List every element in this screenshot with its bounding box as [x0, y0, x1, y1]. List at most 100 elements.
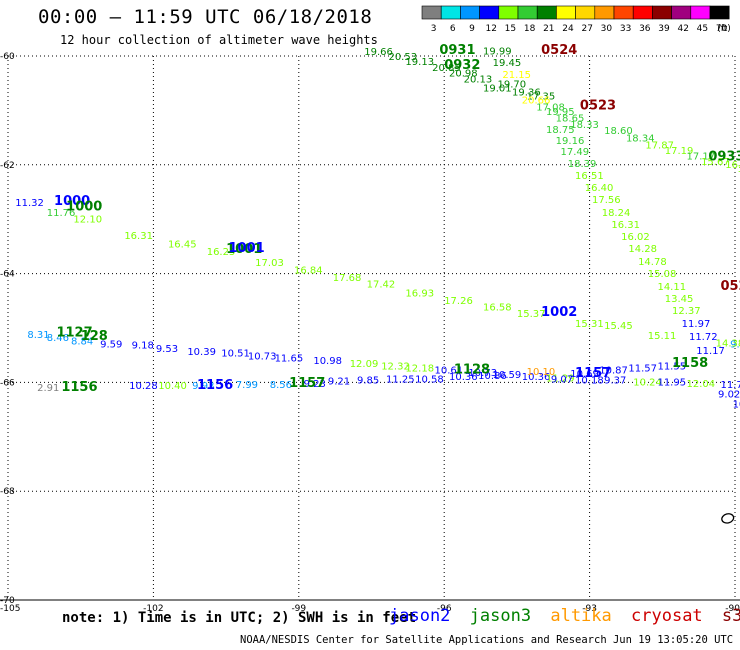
swh-value: 17.56 — [592, 195, 621, 206]
y-tick-label: -70 — [0, 596, 15, 606]
time-label: 1001 — [229, 241, 265, 256]
swh-value: 10.87 — [599, 366, 628, 377]
x-tick-label: -96 — [437, 604, 452, 614]
colorbar-cell — [440, 5, 461, 20]
time-label: 1127 — [56, 326, 92, 341]
swh-value: 10.40 — [158, 381, 187, 392]
swh-value: 18.34 — [626, 133, 655, 144]
time-label: 0522 — [720, 279, 740, 294]
colorbar-cell — [575, 5, 596, 20]
swh-value: 21.15 — [502, 70, 531, 81]
swh-value: 10.86 — [478, 371, 507, 382]
y-tick-label: -66 — [0, 378, 15, 388]
swh-value: 10.73 — [248, 352, 277, 363]
time-label: 1156 — [61, 380, 97, 395]
swh-value: 11.72 — [689, 332, 718, 343]
swh-value: 17.19 — [665, 146, 694, 157]
swh-value: 11.65 — [275, 354, 304, 365]
swh-value: 11.17 — [696, 346, 725, 357]
swh-value: 9.23 — [304, 379, 326, 390]
swh-value: 15.08 — [648, 269, 677, 280]
swh-value: 8.84 — [71, 336, 93, 347]
swh-value: 17.49 — [561, 147, 590, 158]
swh-value: 16.02 — [621, 232, 650, 243]
swh-value: 9.59 — [100, 340, 122, 351]
swh-value: 20.53 — [388, 52, 417, 63]
colorbar-unit: (ft) — [717, 24, 731, 34]
swh-value: 10.36 — [449, 372, 478, 383]
colorbar-label: 21 — [543, 24, 554, 34]
time-label: 128 — [81, 329, 108, 344]
swh-value: 10.18 — [575, 375, 604, 386]
swh-value: 20.66 — [522, 95, 551, 106]
time-label: 1001 — [226, 242, 262, 257]
swh-value: 18.33 — [570, 120, 599, 131]
swh-value: 19.66 — [364, 47, 393, 58]
swh-value: 20.98 — [449, 69, 478, 80]
swh-value: 10.59 — [493, 370, 522, 381]
swh-value: 12.10 — [73, 214, 102, 225]
legend-altika: altika — [550, 606, 612, 626]
colorbar-cell — [709, 5, 730, 20]
swh-value: 19.99 — [483, 46, 512, 57]
colorbar-cell — [498, 5, 519, 20]
colorbar-label: 30 — [601, 24, 613, 34]
swh-value: 16.25 — [207, 247, 236, 258]
swh-value: 11.29 — [546, 373, 575, 384]
time-label: 0524 — [541, 43, 577, 58]
swh-value: 14.38 — [716, 338, 740, 349]
swh-value: 8.31 — [27, 330, 49, 341]
swh-value: 10.51 — [221, 348, 250, 359]
swh-value: 10.58 — [415, 374, 444, 385]
swh-value: 16.45 — [168, 239, 197, 250]
swh-value: 9.02 — [730, 340, 740, 351]
time-labels: 0931093205240523093305221000100010011001… — [54, 43, 740, 395]
colorbar-label: 45 — [697, 24, 708, 34]
y-tick-label: -64 — [0, 270, 15, 280]
legend-jason3: jason3 — [469, 606, 532, 626]
x-tick-label: -102 — [143, 604, 163, 614]
swh-value: 10.10 — [527, 367, 556, 378]
swh-value: 19.70 — [498, 80, 527, 91]
coastline — [721, 513, 735, 524]
colorbar-cell — [613, 5, 634, 20]
colorbar-cell — [671, 5, 692, 20]
swh-value: 16.31 — [611, 220, 640, 231]
colorbar-cell — [690, 5, 711, 20]
swh-value: 15.45 — [604, 321, 633, 332]
time-label: 1000 — [66, 199, 102, 214]
swh-value: 16.93 — [405, 288, 434, 299]
x-tick-label: -90 — [725, 604, 740, 614]
grid-lines — [7, 55, 736, 601]
swh-value: 16.73 — [737, 164, 740, 175]
axis-ticks: -105 -102 -99 -96 -93 -90 -60 -62 -64 -66 -68 -70 — [0, 52, 740, 614]
island-outline — [721, 513, 735, 524]
swh-value: 17.35 — [527, 92, 556, 103]
colorbar-cell — [652, 5, 672, 20]
swh-value: 9.53 — [156, 344, 178, 355]
swh-value: 12.32 — [381, 361, 410, 372]
swh-value: 19.36 — [512, 88, 541, 99]
swh-value: 18.75 — [546, 125, 575, 136]
colorbar-cell — [594, 5, 615, 20]
swh-value: 10.39 — [187, 347, 216, 358]
swh-value: 8.46 — [47, 333, 69, 344]
colorbar-label: 15 — [505, 24, 516, 34]
x-tick-label: -99 — [291, 604, 306, 614]
time-label: 0523 — [580, 98, 616, 113]
y-tick-label: -68 — [0, 487, 15, 497]
swh-value: 8.56 — [270, 380, 292, 391]
swh-value: 10.73 — [468, 368, 497, 379]
swh-value: 15.31 — [575, 319, 604, 330]
swh-value: 17.17 — [687, 151, 716, 162]
swh-value: 18.39 — [568, 159, 597, 170]
swh-value: 18.60 — [604, 126, 633, 137]
swh-value: 10.28 — [129, 381, 158, 392]
swh-value: 10.24 — [633, 378, 662, 389]
swh-value: 17.42 — [367, 280, 396, 291]
colorbar-label: 39 — [658, 24, 670, 34]
swh-value: 19.13 — [405, 57, 434, 68]
time-label: 0932 — [444, 58, 480, 73]
swh-value: 16.63 — [725, 160, 740, 171]
